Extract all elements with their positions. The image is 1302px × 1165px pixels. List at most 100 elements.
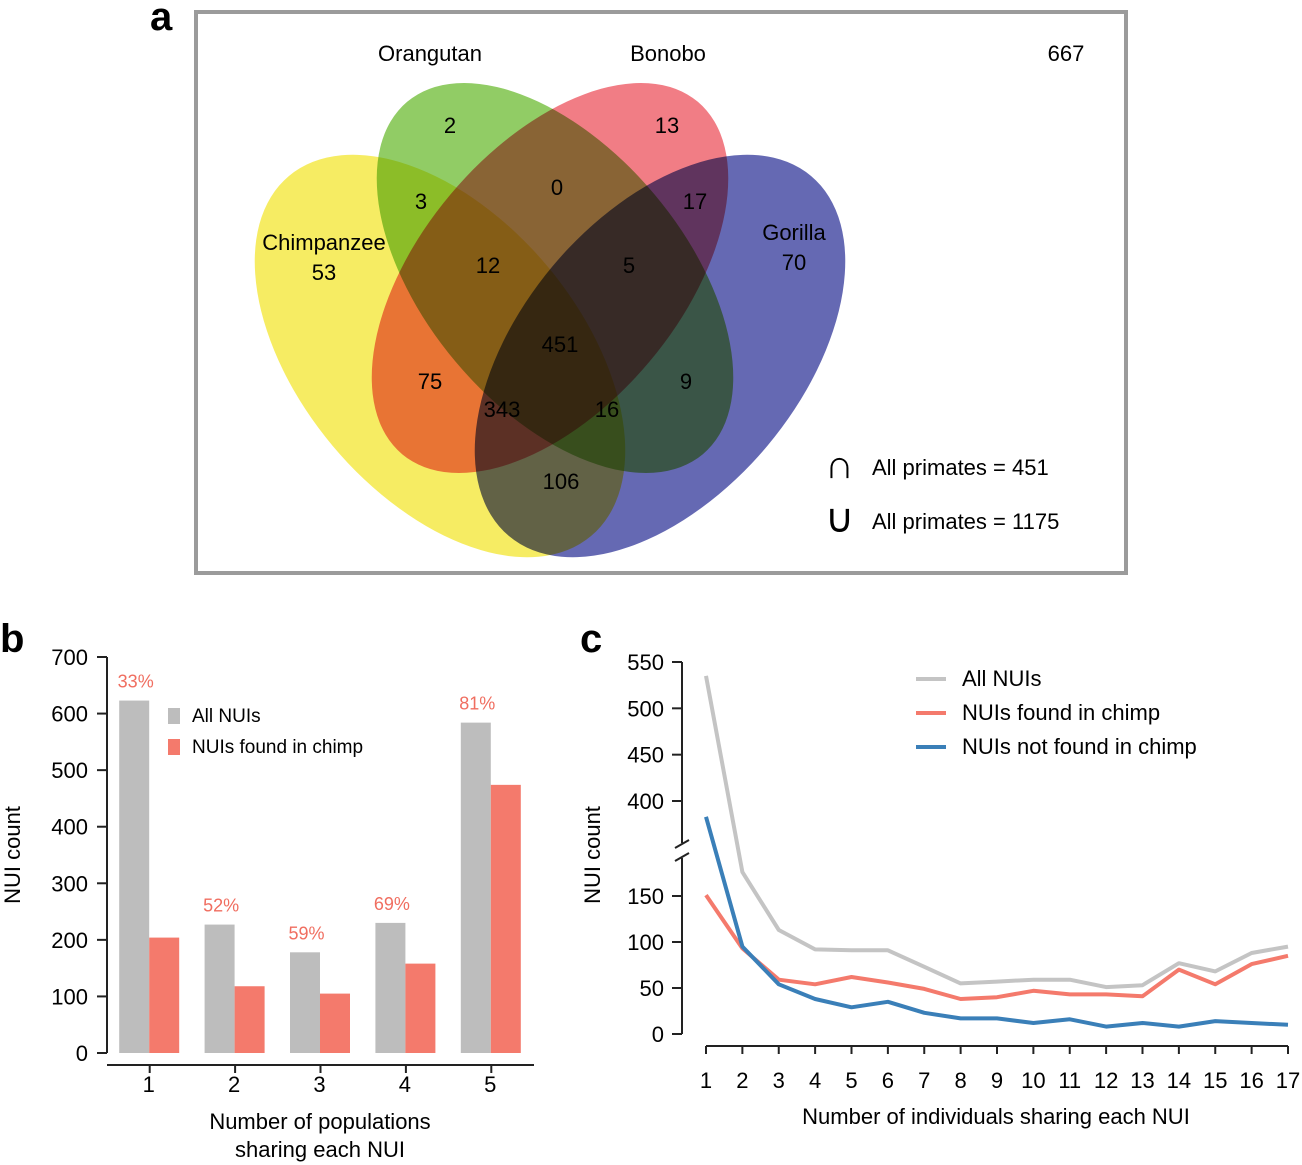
bar-percent-label: 81%	[459, 694, 495, 714]
bar-percent-label: 69%	[374, 894, 410, 914]
line-xtick-label: 14	[1167, 1068, 1191, 1093]
line-ytick-label: 400	[627, 789, 664, 814]
intersection-icon: ∩	[825, 443, 854, 487]
bar-ytick-label: 300	[51, 871, 88, 896]
line-xlabel: Number of individuals sharing each NUI	[802, 1104, 1190, 1129]
legend-label-nuis-found-in-chimp-c: NUIs found in chimp	[962, 700, 1160, 725]
bar-percent-label: 59%	[288, 923, 324, 943]
line-xtick-label: 12	[1094, 1068, 1118, 1093]
bar-nuis-found-in-chimp	[490, 784, 521, 1053]
gorilla-set	[474, 154, 846, 558]
bar-ytick-label: 200	[51, 928, 88, 953]
legend-swatch-nuis-found-in-chimp	[168, 739, 180, 755]
bar-ytick-label: 100	[51, 984, 88, 1009]
series-line-nuis-not-found-in-chimp	[704, 816, 1289, 1029]
region-orangutan-only: 2	[444, 113, 456, 138]
line-ytick-label: 150	[627, 884, 664, 909]
axis-break-mark	[674, 852, 690, 862]
line-xtick-label: 10	[1021, 1068, 1045, 1093]
line-xtick-label: 6	[882, 1068, 894, 1093]
set-label-orangutan: Orangutan	[378, 41, 482, 66]
bar-all-nuis	[375, 922, 406, 1053]
line-xtick-label: 11	[1058, 1068, 1081, 1093]
set-label-bonobo: Bonobo	[630, 41, 706, 66]
bar-all-nuis	[460, 722, 491, 1053]
bar-xtick-label: 5	[484, 1072, 496, 1097]
bar-nuis-found-in-chimp	[234, 986, 265, 1053]
bar-nuis-found-in-chimp	[405, 963, 436, 1053]
line-xtick-label: 9	[991, 1068, 1003, 1093]
panel-label-c: c	[580, 617, 602, 661]
legend-swatch-all-nuis	[168, 708, 180, 724]
bar-all-nuis	[204, 924, 235, 1053]
bar-ytick-label: 600	[51, 702, 88, 727]
region-chimp-gorilla: 106	[543, 469, 580, 494]
outside-count: 667	[1048, 41, 1085, 66]
venn-diagram: Orangutan Bonobo 667 Chimpanzee Gorilla …	[194, 10, 1128, 575]
region-gorilla-only: 70	[782, 250, 806, 275]
venn-frame	[194, 10, 1128, 575]
legend-label-all-nuis: All NUIs	[192, 706, 261, 727]
region-orangutan-gorilla: 9	[680, 369, 692, 394]
bar-percent-label: 33%	[118, 672, 154, 692]
bar-xtick-label: 1	[143, 1072, 155, 1097]
bar-ytick-label: 700	[51, 645, 88, 670]
region-chimp-bonobo-gorilla: 343	[484, 397, 521, 422]
union-legend: All primates = 1175	[872, 509, 1059, 534]
line-xtick-label: 1	[700, 1068, 712, 1093]
legend-label-nuis-not-found-in-chimp-c: NUIs not found in chimp	[962, 734, 1197, 759]
line-ytick-label: 450	[627, 743, 664, 768]
line-xtick-label: 4	[809, 1068, 821, 1093]
bar-all-nuis	[119, 700, 150, 1053]
bar-xtick-label: 2	[228, 1072, 240, 1097]
bar-ytick-label: 500	[51, 758, 88, 783]
bar-all-nuis	[290, 952, 320, 1053]
region-orangutan-bonobo: 0	[551, 175, 563, 200]
bar-percent-label: 52%	[203, 896, 239, 916]
region-chimp-orangutan-bonobo: 12	[476, 253, 500, 278]
region-chimp-bonobo: 75	[418, 369, 442, 394]
intersection-legend: All primates = 451	[872, 455, 1049, 480]
line-ytick-label: 100	[627, 930, 664, 955]
line-xtick-label: 5	[845, 1068, 857, 1093]
line-xtick-label: 2	[736, 1068, 748, 1093]
bar-xtick-label: 4	[399, 1072, 411, 1097]
line-ytick-label: 550	[627, 650, 664, 675]
set-label-gorilla: Gorilla	[762, 220, 826, 245]
bar-ylabel: NUI count	[0, 806, 25, 904]
bar-ytick-label: 400	[51, 815, 88, 840]
bar-xlabel-line2: sharing each NUI	[235, 1137, 405, 1162]
region-all-four: 451	[542, 332, 579, 357]
panel-label-a: a	[150, 0, 173, 39]
union-icon: ∪	[825, 497, 854, 541]
line-xtick-label: 13	[1130, 1068, 1154, 1093]
line-xtick-label: 3	[773, 1068, 785, 1093]
bar-chart: 0 100 200 300 400 500 600 700 1 2 3 4 5 33% 52% 59% 69%…	[0, 645, 534, 1162]
line-ytick-label: 0	[652, 1022, 664, 1047]
set-label-chimpanzee: Chimpanzee	[262, 230, 386, 255]
line-xtick-label: 15	[1203, 1068, 1227, 1093]
bar-nuis-found-in-chimp	[320, 993, 350, 1053]
bar-nuis-found-in-chimp	[149, 937, 180, 1053]
region-chimp-only: 53	[312, 260, 336, 285]
panel-label-b: b	[0, 617, 24, 661]
region-bonobo-only: 13	[655, 113, 679, 138]
line-xtick-label: 8	[955, 1068, 967, 1093]
line-ytick-label: 500	[627, 696, 664, 721]
line-xtick-label: 7	[918, 1068, 930, 1093]
line-xtick-label: 16	[1239, 1068, 1263, 1093]
bar-xlabel-line1: Number of populations	[209, 1109, 430, 1134]
bar-ytick-label: 0	[76, 1041, 88, 1066]
region-chimp-orangutan: 3	[415, 189, 427, 214]
line-ytick-label: 50	[640, 976, 664, 1001]
series-line-all-nuis	[704, 675, 1289, 990]
region-orangutan-bonobo-gorilla: 5	[623, 253, 635, 278]
legend-label-nuis-found-in-chimp: NUIs found in chimp	[192, 737, 363, 758]
axis-break-mark	[674, 839, 690, 849]
legend-label-all-nuis-c: All NUIs	[962, 666, 1041, 691]
bar-xtick-label: 3	[313, 1072, 325, 1097]
region-chimp-orangutan-gorilla: 16	[595, 397, 619, 422]
line-ylabel: NUI count	[580, 806, 605, 904]
